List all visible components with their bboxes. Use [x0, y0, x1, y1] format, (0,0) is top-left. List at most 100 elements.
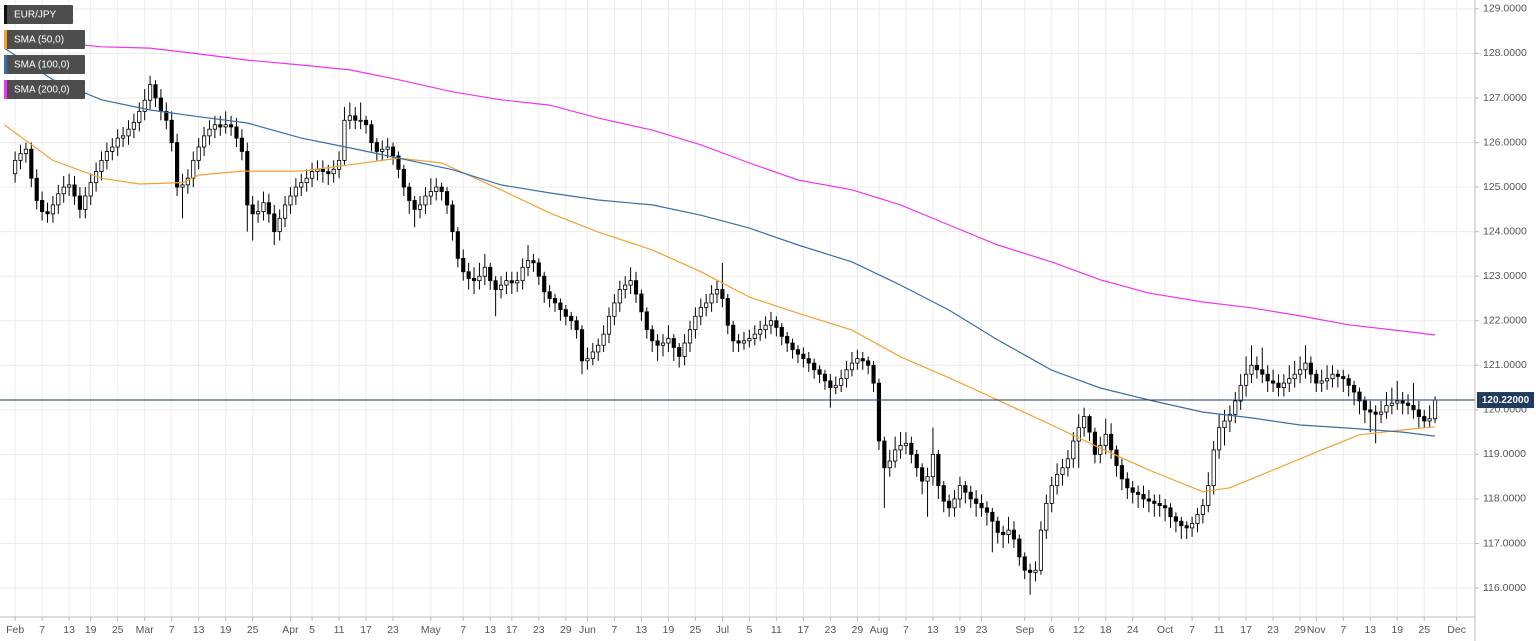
candle-body	[806, 358, 811, 364]
candle-body	[29, 148, 34, 179]
legend-swatch	[4, 30, 7, 49]
candle-body	[169, 119, 174, 143]
x-tick-label: 23	[533, 624, 545, 636]
x-tick-label: 5	[746, 624, 752, 636]
candle-body	[299, 182, 304, 188]
x-tick-label: 23	[1267, 624, 1279, 636]
candle-body	[860, 358, 865, 362]
candle-body	[88, 182, 93, 197]
candle-body	[963, 485, 968, 493]
candle-body	[1190, 523, 1195, 529]
x-tick-label: Dec	[1447, 624, 1466, 636]
candle-body	[1395, 400, 1400, 404]
candle-body	[1119, 465, 1124, 480]
candle-body	[131, 122, 136, 130]
candle-body	[1373, 411, 1378, 415]
candle-body	[1065, 458, 1070, 469]
candle-body	[509, 280, 514, 284]
candle-body	[1341, 376, 1346, 380]
candle-body	[920, 467, 925, 482]
candle-body	[1422, 416, 1427, 422]
candle-body	[13, 159, 18, 175]
legend-box	[4, 55, 85, 74]
candle-body	[731, 324, 736, 342]
candle-body	[801, 353, 806, 360]
candle-body	[401, 168, 406, 188]
x-tick-label: 12	[1073, 624, 1085, 636]
candle-body	[428, 191, 433, 197]
candle-body	[1271, 380, 1276, 384]
candle-body	[682, 342, 687, 357]
candle-body	[758, 329, 763, 335]
candle-body	[623, 284, 628, 290]
legend-label: SMA (200,0)	[14, 85, 70, 96]
candle-body	[833, 384, 838, 388]
candle-body	[677, 347, 682, 357]
last-price-box	[1477, 392, 1534, 409]
x-tick-label: 13	[484, 624, 496, 636]
x-tick-label: 7	[460, 624, 466, 636]
candle-body	[1319, 380, 1324, 384]
x-tick-label: 25	[247, 624, 259, 636]
candle-body	[1260, 369, 1265, 375]
candle-body	[412, 200, 417, 210]
x-tick-label: 7	[169, 624, 175, 636]
x-tick-label: 25	[690, 624, 702, 636]
candle-body	[304, 177, 309, 184]
sma-line	[3, 124, 1436, 493]
x-tick-label: Nov	[1307, 624, 1326, 636]
candle-body	[704, 302, 709, 308]
legend-label: SMA (100,0)	[14, 60, 70, 71]
candle-body	[153, 84, 158, 99]
candle-body	[984, 507, 990, 513]
candle-body	[1244, 373, 1249, 386]
candle-body	[1362, 400, 1367, 411]
candle-body	[1103, 433, 1108, 446]
x-tick-label: 13	[636, 624, 648, 636]
candle-body	[828, 380, 833, 388]
candle-body	[347, 115, 352, 121]
candle-body	[952, 498, 957, 509]
candle-body	[947, 500, 952, 509]
x-tick-label: Jul	[716, 624, 729, 636]
x-tick-label: 24	[1127, 624, 1139, 636]
candle-body	[363, 119, 369, 126]
candle-body	[714, 289, 720, 295]
axes: 116.0000117.0000118.0000119.0000120.0000…	[6, 3, 1534, 636]
candle-body	[1254, 364, 1259, 371]
candle-body	[1432, 399, 1438, 420]
candle-body	[1163, 505, 1168, 509]
candle-body	[444, 191, 450, 206]
x-tick-label: 13	[63, 624, 75, 636]
candle-body	[455, 231, 460, 259]
x-tick-label: 17	[1240, 624, 1252, 636]
candle-body	[34, 177, 39, 201]
candle-body	[1168, 507, 1173, 518]
candle-body	[234, 126, 239, 139]
x-tick-label: 17	[360, 624, 372, 636]
candle-body	[1195, 514, 1200, 524]
candle-body	[1335, 373, 1340, 377]
candle-body	[1071, 440, 1076, 460]
candle-body	[374, 142, 379, 152]
candle-body	[1416, 409, 1421, 417]
candle-body	[261, 202, 266, 213]
candle-body	[812, 362, 817, 371]
candle-body	[336, 159, 342, 170]
legend-label: SMA (50,0)	[14, 35, 64, 46]
candle-body	[790, 342, 795, 351]
candle-body	[1179, 520, 1184, 527]
x-tick-label: 29	[852, 624, 864, 636]
x-tick-label: 7	[611, 624, 617, 636]
candle-body	[115, 137, 120, 148]
candle-body	[277, 217, 282, 233]
candle-body	[1265, 373, 1270, 382]
candle-body	[23, 148, 28, 155]
candle-body	[720, 289, 725, 299]
candle-body	[817, 369, 822, 375]
candle-body	[520, 266, 525, 282]
candle-body	[515, 280, 520, 284]
y-tick-label: 123.0000	[1483, 270, 1527, 282]
